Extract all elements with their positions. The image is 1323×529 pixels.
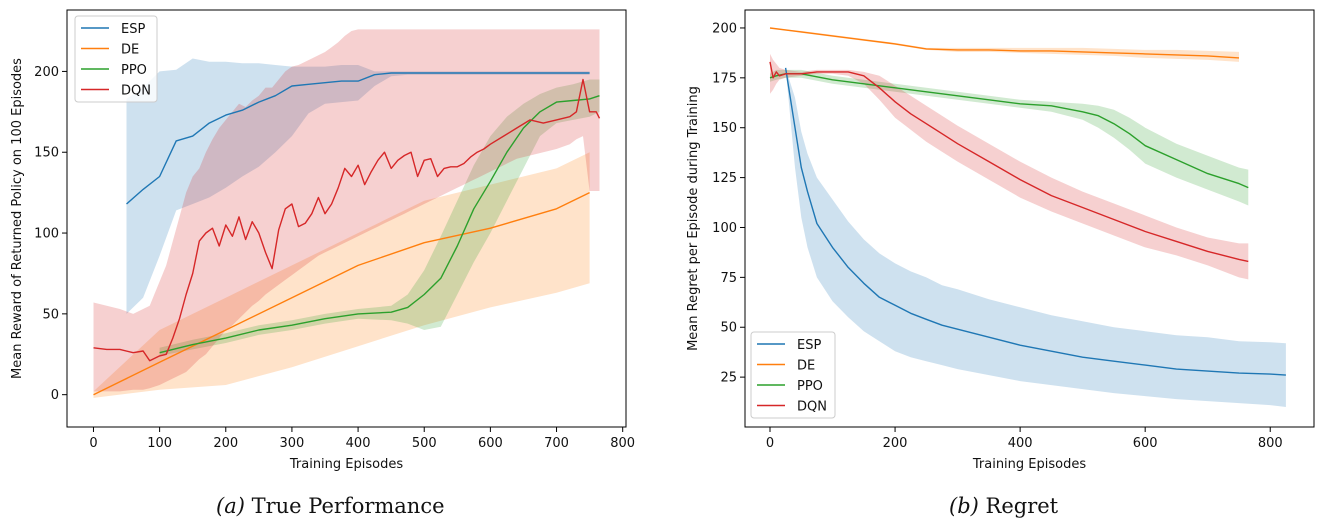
y-tick-label: 175	[712, 71, 737, 86]
x-tick-label: 800	[610, 436, 635, 451]
legend-item-ppo: PPO	[757, 379, 823, 394]
line-de	[93, 191, 590, 396]
x-tick-label: 700	[544, 436, 569, 451]
legend-label: DQN	[121, 84, 151, 99]
band-ppo	[159, 79, 600, 356]
line-ppo	[159, 95, 600, 354]
y-tick-label: 75	[720, 271, 737, 286]
legend-label: ESP	[121, 22, 145, 37]
band-dqn	[93, 29, 600, 392]
legend-label: DE	[121, 43, 139, 58]
x-tick-label: 200	[213, 436, 238, 451]
legend-item-esp: ESP	[757, 338, 821, 353]
x-tick-label: 400	[346, 436, 371, 451]
caption-a: (a) True Performance	[216, 494, 445, 518]
y-tick-label: 25	[720, 371, 737, 386]
legend-item-de: DE	[757, 359, 815, 374]
x-tick-label: 800	[1258, 436, 1283, 451]
line-ppo	[769, 73, 1249, 189]
x-tick-label: 600	[1133, 436, 1158, 451]
y-tick-label: 200	[34, 65, 59, 80]
legend-box	[750, 331, 836, 419]
bands-group	[93, 29, 600, 398]
band-de	[770, 28, 1239, 62]
x-tick-label: 600	[478, 436, 503, 451]
x-tick-label: 0	[766, 436, 774, 451]
line-esp	[784, 67, 1286, 376]
line-esp	[126, 72, 590, 205]
legend-label: PPO	[121, 63, 147, 78]
band-ppo	[770, 69, 1249, 206]
y-tick-label: 50	[720, 321, 737, 336]
y-tick-label: 150	[712, 121, 737, 136]
chart-true-performance: 0 100 200 300 400 500 600 700 800 0 50 100 150 200 T…	[10, 9, 635, 472]
y-tick-label: 100	[712, 221, 737, 236]
y-axis: 0 50 100 150 200	[34, 65, 67, 403]
caption-text: Regret	[985, 494, 1059, 518]
caption-letter: (b)	[949, 494, 979, 518]
x-axis: 0 200 400 600 800	[766, 427, 1283, 451]
y-axis-label: Mean Regret per Episode during Training	[686, 86, 701, 351]
caption-letter: (a)	[216, 494, 245, 518]
y-tick-label: 100	[34, 227, 59, 242]
x-tick-label: 200	[883, 436, 908, 451]
legend-item-dqn: DQN	[81, 84, 151, 99]
x-axis-label: Training Episodes	[972, 457, 1086, 472]
bands-group	[770, 28, 1286, 408]
y-axis-label: Mean Reward of Returned Policy on 100 Ep…	[10, 58, 25, 379]
lines-group	[93, 72, 601, 396]
legend-label: DE	[797, 359, 815, 374]
band-esp	[126, 58, 590, 314]
x-tick-label: 500	[412, 436, 437, 451]
x-axis: 0 100 200 300 400 500 600 700 800	[89, 427, 635, 451]
line-de	[769, 27, 1240, 59]
y-tick-label: 150	[34, 146, 59, 161]
y-tick-label: 200	[712, 21, 737, 36]
legend: ESP DE PPO DQN	[74, 15, 158, 103]
band-esp	[785, 67, 1286, 408]
legend-box	[74, 15, 158, 103]
y-tick-label: 0	[51, 388, 59, 403]
legend-label: PPO	[797, 379, 823, 394]
x-tick-label: 100	[147, 436, 172, 451]
chart-regret: 0 200 400 600 800 25 50 75 100 125 150 175 200 Trai…	[686, 9, 1315, 472]
x-tick-label: 300	[280, 436, 305, 451]
legend-item-de: DE	[81, 43, 139, 58]
legend-label: ESP	[797, 338, 821, 353]
x-axis-label: Training Episodes	[289, 457, 403, 472]
legend-item-ppo: PPO	[81, 63, 147, 78]
legend-label: DQN	[797, 400, 827, 415]
line-dqn	[769, 61, 1249, 263]
band-de	[93, 152, 590, 398]
x-tick-label: 0	[89, 436, 97, 451]
plot-frame	[66, 9, 627, 428]
y-tick-label: 50	[42, 307, 59, 322]
caption-b: (b) Regret	[949, 494, 1058, 518]
x-tick-label: 400	[1008, 436, 1033, 451]
y-axis: 25 50 75 100 125 150 175 200	[712, 21, 745, 386]
legend-item-dqn: DQN	[757, 400, 827, 415]
lines-group	[769, 27, 1286, 376]
plot-frame	[744, 9, 1315, 428]
y-tick-label: 125	[712, 171, 737, 186]
caption-text: True Performance	[251, 494, 445, 518]
line-dqn	[93, 78, 601, 362]
band-dqn	[770, 53, 1249, 280]
legend-item-esp: ESP	[81, 22, 145, 37]
legend: ESP DE PPO DQN	[750, 331, 836, 419]
